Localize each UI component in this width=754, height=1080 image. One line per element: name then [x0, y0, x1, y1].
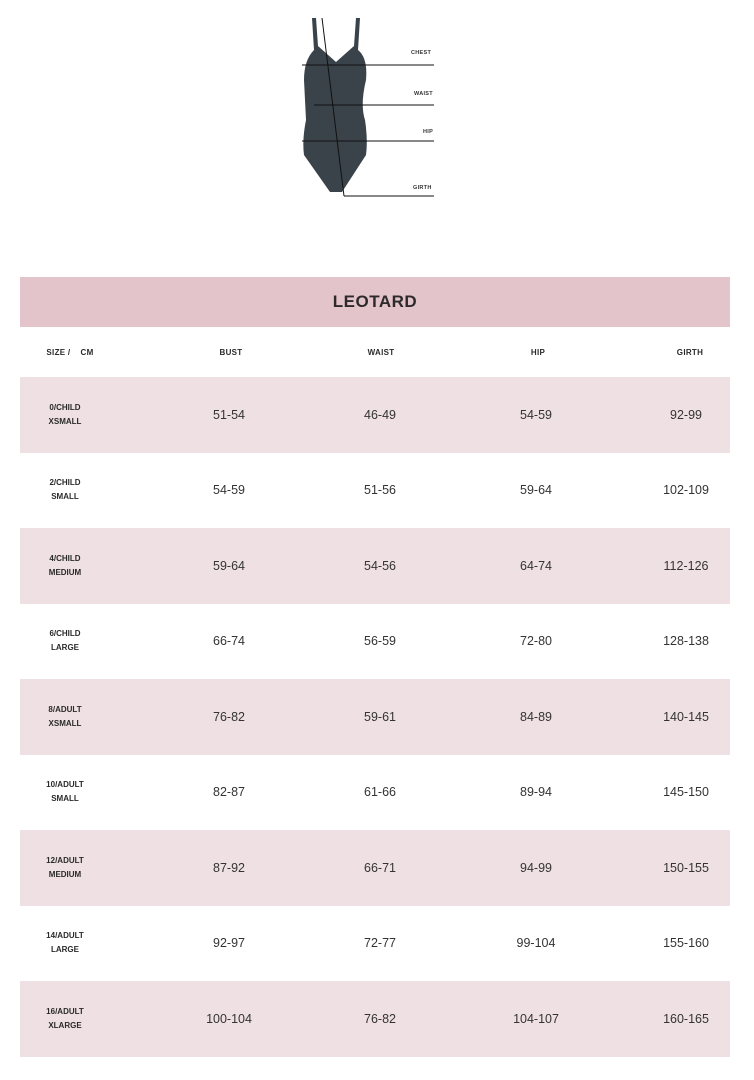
table-row: 12/ADULT MEDIUM 87-92 66-71 94-99 150-155	[20, 830, 730, 906]
size-name: MEDIUM	[48, 869, 82, 879]
size-name: LARGE	[50, 945, 79, 955]
label-girth: GIRTH	[413, 185, 432, 191]
waist-cell: 54-56	[364, 558, 396, 573]
table-row: 2/CHILD SMALL 54-59 51-56 59-64 102-109	[20, 453, 730, 529]
size-code: 10/ADULT	[46, 780, 84, 790]
size-cell: 6/CHILD LARGE	[49, 604, 80, 680]
bust-cell: 54-59	[213, 483, 245, 498]
size-cell: 0/CHILD XSMALL	[49, 377, 82, 453]
size-code: 2/CHILD	[49, 478, 81, 488]
girth-cell: 150-155	[663, 860, 709, 875]
size-cell: 10/ADULT SMALL	[46, 755, 84, 831]
label-chest: CHEST	[411, 50, 432, 56]
girth-cell: 102-109	[663, 483, 709, 498]
header-waist: WAIST	[367, 347, 395, 357]
label-waist: WAIST	[414, 91, 433, 97]
waist-cell: 56-59	[364, 634, 396, 649]
size-name: XSMALL	[48, 718, 82, 728]
hip-cell: 59-64	[520, 483, 552, 498]
size-name: SMALL	[51, 794, 79, 804]
waist-cell: 66-71	[364, 860, 396, 875]
hip-cell: 89-94	[520, 785, 552, 800]
leotard-illustration	[302, 17, 434, 197]
table-row: 16/ADULT XLARGE 100-104 76-82 104-107 160-165	[20, 981, 730, 1057]
girth-cell: 112-126	[663, 558, 709, 573]
hip-cell: 99-104	[516, 936, 556, 951]
size-code: 16/ADULT	[46, 1006, 84, 1016]
size-code: 4/CHILD	[49, 553, 81, 563]
girth-cell: 145-150	[663, 785, 709, 800]
girth-cell: 155-160	[663, 936, 709, 951]
waist-cell: 46-49	[364, 407, 396, 422]
table-title: LEOTARD	[20, 277, 730, 327]
header-hip: HIP	[530, 347, 546, 357]
size-name: XSMALL	[48, 416, 82, 426]
waist-cell: 51-56	[364, 483, 396, 498]
bust-cell: 76-82	[213, 709, 245, 724]
size-cell: 8/ADULT XSMALL	[48, 679, 81, 755]
hip-cell: 94-99	[520, 860, 552, 875]
hip-cell: 84-89	[520, 709, 552, 724]
table-row: 6/CHILD LARGE 66-74 56-59 72-80 128-138	[20, 604, 730, 680]
size-cell: 2/CHILD SMALL	[49, 453, 80, 529]
hip-cell: 104-107	[513, 1011, 559, 1026]
size-code: 0/CHILD	[49, 402, 81, 412]
header-girth: GIRTH	[676, 347, 704, 357]
size-cell: 14/ADULT LARGE	[46, 906, 84, 982]
hip-cell: 72-80	[520, 634, 552, 649]
size-cell: 16/ADULT XLARGE	[46, 981, 84, 1057]
girth-cell: 160-165	[663, 1011, 709, 1026]
size-code: 12/ADULT	[46, 855, 84, 865]
size-name: XLARGE	[48, 1020, 82, 1030]
table-row: 10/ADULT SMALL 82-87 61-66 89-94 145-150	[20, 755, 730, 831]
table-row: 8/ADULT XSMALL 76-82 59-61 84-89 140-145	[20, 679, 730, 755]
size-cell: 12/ADULT MEDIUM	[46, 830, 84, 906]
girth-cell: 140-145	[663, 709, 709, 724]
size-name: MEDIUM	[48, 567, 82, 577]
size-code: 14/ADULT	[46, 931, 84, 941]
header-size: SIZE / CM	[46, 347, 94, 357]
bust-cell: 51-54	[213, 407, 245, 422]
waist-cell: 72-77	[364, 936, 396, 951]
girth-cell: 128-138	[663, 634, 709, 649]
size-code: 8/ADULT	[48, 704, 82, 714]
table-row: 0/CHILD XSMALL 51-54 46-49 54-59 92-99	[20, 377, 730, 453]
hip-cell: 64-74	[520, 558, 552, 573]
size-code: 6/CHILD	[49, 629, 81, 639]
girth-cell: 92-99	[670, 407, 702, 422]
size-cell: 4/CHILD MEDIUM	[49, 528, 81, 604]
bust-cell: 100-104	[206, 1011, 252, 1026]
hip-cell: 54-59	[520, 407, 552, 422]
bust-cell: 82-87	[213, 785, 245, 800]
header-bust: BUST	[219, 347, 243, 357]
bust-cell: 59-64	[213, 558, 245, 573]
bust-cell: 87-92	[213, 860, 245, 875]
bust-cell: 92-97	[213, 936, 245, 951]
table-row: 4/CHILD MEDIUM 59-64 54-56 64-74 112-126	[20, 528, 730, 604]
waist-cell: 61-66	[364, 785, 396, 800]
table-row: 14/ADULT LARGE 92-97 72-77 99-104 155-160	[20, 906, 730, 982]
size-name: LARGE	[51, 643, 79, 653]
size-name: SMALL	[51, 492, 79, 502]
label-hip: HIP	[423, 129, 434, 135]
size-chart-table: LEOTARD SIZE / CM BUST WAIST HIP GIRTH 0…	[20, 277, 730, 1057]
waist-cell: 76-82	[364, 1011, 396, 1026]
bust-cell: 66-74	[213, 634, 245, 649]
leotard-measurement-diagram: CHEST WAIST HIP GIRTH	[290, 10, 450, 210]
waist-cell: 59-61	[364, 709, 396, 724]
header-row: SIZE / CM BUST WAIST HIP GIRTH	[20, 327, 730, 377]
